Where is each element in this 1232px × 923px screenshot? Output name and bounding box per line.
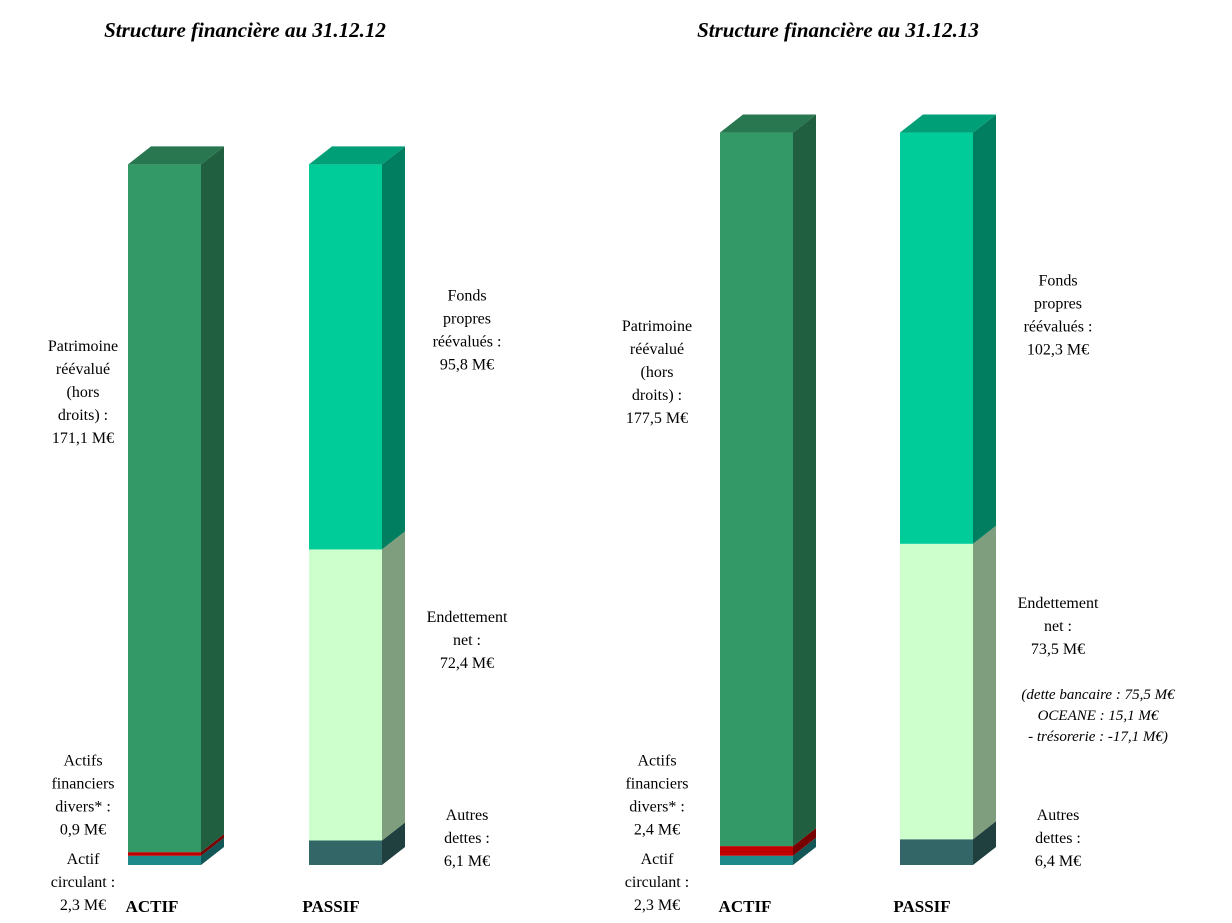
bar-actif-patrimoine-side bbox=[201, 146, 224, 853]
label-passif-fonds-propres-line-0: Fonds bbox=[447, 288, 486, 305]
label-passif-autres-dettes-line-0: Autres bbox=[1037, 807, 1080, 824]
bar-passif-fonds-propres-side bbox=[973, 114, 996, 544]
chart-title-2012: Structure financière au 31.12.12 bbox=[104, 18, 386, 42]
label-passif-fonds-propres-line-0: Fonds bbox=[1038, 273, 1077, 290]
bar-passif-endettement-side bbox=[382, 531, 405, 841]
label-actif-actifs-financiers-line-2: divers* : bbox=[629, 799, 685, 816]
label-actif-actif-circulant-line-0: Actif bbox=[67, 851, 101, 868]
bar-passif-endettement-side bbox=[973, 525, 996, 840]
label-passif-endettement-line-0: Endettement bbox=[1018, 595, 1099, 612]
bar-passif-fonds-propres bbox=[309, 164, 382, 550]
label-passif-fonds-propres-line-2: réévalués : bbox=[433, 334, 502, 351]
bar-actif-patrimoine-side bbox=[793, 114, 816, 847]
label-passif-fonds-propres-line-2: réévalués : bbox=[1024, 319, 1093, 336]
axis-label-actif: ACTIF bbox=[719, 897, 772, 916]
label-passif-autres-dettes-line-1: dettes : bbox=[1035, 830, 1081, 847]
label-passif-endettement-note-line-0: (dette bancaire : 75,5 M€ bbox=[1021, 687, 1176, 703]
bar-actif-patrimoine bbox=[720, 132, 793, 847]
label-passif-fonds-propres-line-3: 102,3 M€ bbox=[1027, 342, 1089, 359]
bar-passif-fonds-propres bbox=[900, 132, 973, 544]
bar-actif-actif-circulant-side bbox=[201, 837, 224, 865]
label-actif-actif-circulant-line-2: 2,3 M€ bbox=[60, 897, 106, 914]
bar-actif-top bbox=[720, 114, 816, 133]
label-actif-patrimoine-line-3: droits) : bbox=[632, 387, 682, 404]
bar-passif-top bbox=[309, 146, 405, 165]
label-actif-patrimoine-line-1: réévalué bbox=[630, 341, 684, 358]
bar-actif-actifs-financiers bbox=[720, 846, 793, 856]
label-passif-endettement-note-line-2: - trésorerie : -17,1 M€) bbox=[1028, 729, 1168, 745]
bar-passif-endettement bbox=[309, 549, 382, 841]
label-passif-endettement-line-2: 73,5 M€ bbox=[1031, 641, 1085, 658]
axis-label-passif: PASSIF bbox=[893, 897, 950, 916]
label-passif-endettement-line-1: net : bbox=[1044, 618, 1072, 635]
chart-2013: Structure financière au 31.12.13 ACTIF Ac… bbox=[622, 18, 1176, 916]
label-passif-autres-dettes-line-2: 6,4 M€ bbox=[1035, 853, 1081, 870]
label-passif-autres-dettes-line-2: 6,1 M€ bbox=[444, 853, 490, 870]
bar-actif-actifs-financiers bbox=[128, 852, 201, 856]
axis-label-passif: PASSIF bbox=[302, 897, 359, 916]
bar-actif-actifs-financiers-side bbox=[201, 834, 224, 856]
bar-passif-autres-dettes-side bbox=[382, 822, 405, 865]
bar-passif-top bbox=[900, 114, 996, 133]
label-passif-autres-dettes-line-1: dettes : bbox=[444, 830, 490, 847]
label-passif-endettement-line-1: net : bbox=[453, 632, 481, 649]
label-actif-patrimoine-line-4: 171,1 M€ bbox=[52, 430, 114, 447]
bar-passif-fonds-propres-side bbox=[382, 146, 405, 550]
label-actif-patrimoine-line-0: Patrimoine bbox=[48, 338, 118, 355]
bars-2013 bbox=[720, 114, 996, 865]
label-actif-actifs-financiers-line-0: Actifs bbox=[637, 753, 676, 770]
bar-actif-actif-circulant bbox=[720, 855, 793, 865]
label-actif-patrimoine-line-2: (hors bbox=[641, 364, 674, 381]
bar-passif-autres-dettes bbox=[309, 840, 382, 865]
bar-passif-autres-dettes-side bbox=[973, 821, 996, 865]
label-actif-actifs-financiers-line-1: financiers bbox=[51, 776, 114, 793]
chart-2012: Structure financière au 31.12.12 ACTIF Ac… bbox=[48, 18, 508, 916]
label-actif-actifs-financiers-line-1: financiers bbox=[625, 776, 688, 793]
bars-2012 bbox=[128, 146, 405, 865]
label-passif-endettement-line-2: 72,4 M€ bbox=[440, 655, 494, 672]
label-passif-autres-dettes-line-0: Autres bbox=[446, 807, 489, 824]
label-passif-fonds-propres-line-1: propres bbox=[443, 311, 491, 328]
label-actif-patrimoine-line-3: droits) : bbox=[58, 407, 108, 424]
label-actif-actif-circulant-line-2: 2,3 M€ bbox=[634, 897, 680, 914]
bar-actif-patrimoine bbox=[128, 164, 201, 853]
bar-actif-actifs-financiers-side bbox=[793, 828, 816, 856]
label-passif-endettement-line-0: Endettement bbox=[427, 609, 508, 626]
bar-passif-autres-dettes bbox=[900, 839, 973, 865]
chart-title-2013: Structure financière au 31.12.13 bbox=[697, 18, 979, 42]
label-actif-actifs-financiers-line-3: 0,9 M€ bbox=[60, 822, 106, 839]
label-actif-patrimoine-line-2: (hors bbox=[67, 384, 100, 401]
labels-2012: ACTIF Actif circulant : 2,3 M€ Actifs financi… bbox=[48, 288, 508, 917]
label-actif-patrimoine-line-1: réévalué bbox=[56, 361, 110, 378]
label-actif-patrimoine-line-4: 177,5 M€ bbox=[626, 410, 688, 427]
axis-label-actif: ACTIF bbox=[126, 897, 179, 916]
label-actif-actif-circulant-line-1: circulant : bbox=[625, 874, 689, 891]
label-passif-fonds-propres-line-3: 95,8 M€ bbox=[440, 357, 494, 374]
label-actif-actif-circulant-line-0: Actif bbox=[641, 851, 675, 868]
bar-actif-top bbox=[128, 146, 224, 165]
label-passif-endettement-note-line-1: OCEANE : 15,1 M€ bbox=[1038, 708, 1160, 724]
label-actif-actifs-financiers-line-0: Actifs bbox=[63, 753, 102, 770]
label-actif-actifs-financiers-line-3: 2,4 M€ bbox=[634, 822, 680, 839]
label-actif-actif-circulant-line-1: circulant : bbox=[51, 874, 115, 891]
bar-actif-actif-circulant-side bbox=[793, 837, 816, 865]
label-passif-fonds-propres-line-1: propres bbox=[1034, 296, 1082, 313]
bar-passif-endettement bbox=[900, 543, 973, 840]
label-actif-patrimoine-line-0: Patrimoine bbox=[622, 318, 692, 335]
labels-2013: ACTIF Actif circulant : 2,3 M€ Actifs financi… bbox=[622, 273, 1176, 917]
label-actif-actifs-financiers-line-2: divers* : bbox=[55, 799, 111, 816]
bar-actif-actif-circulant bbox=[128, 855, 201, 865]
